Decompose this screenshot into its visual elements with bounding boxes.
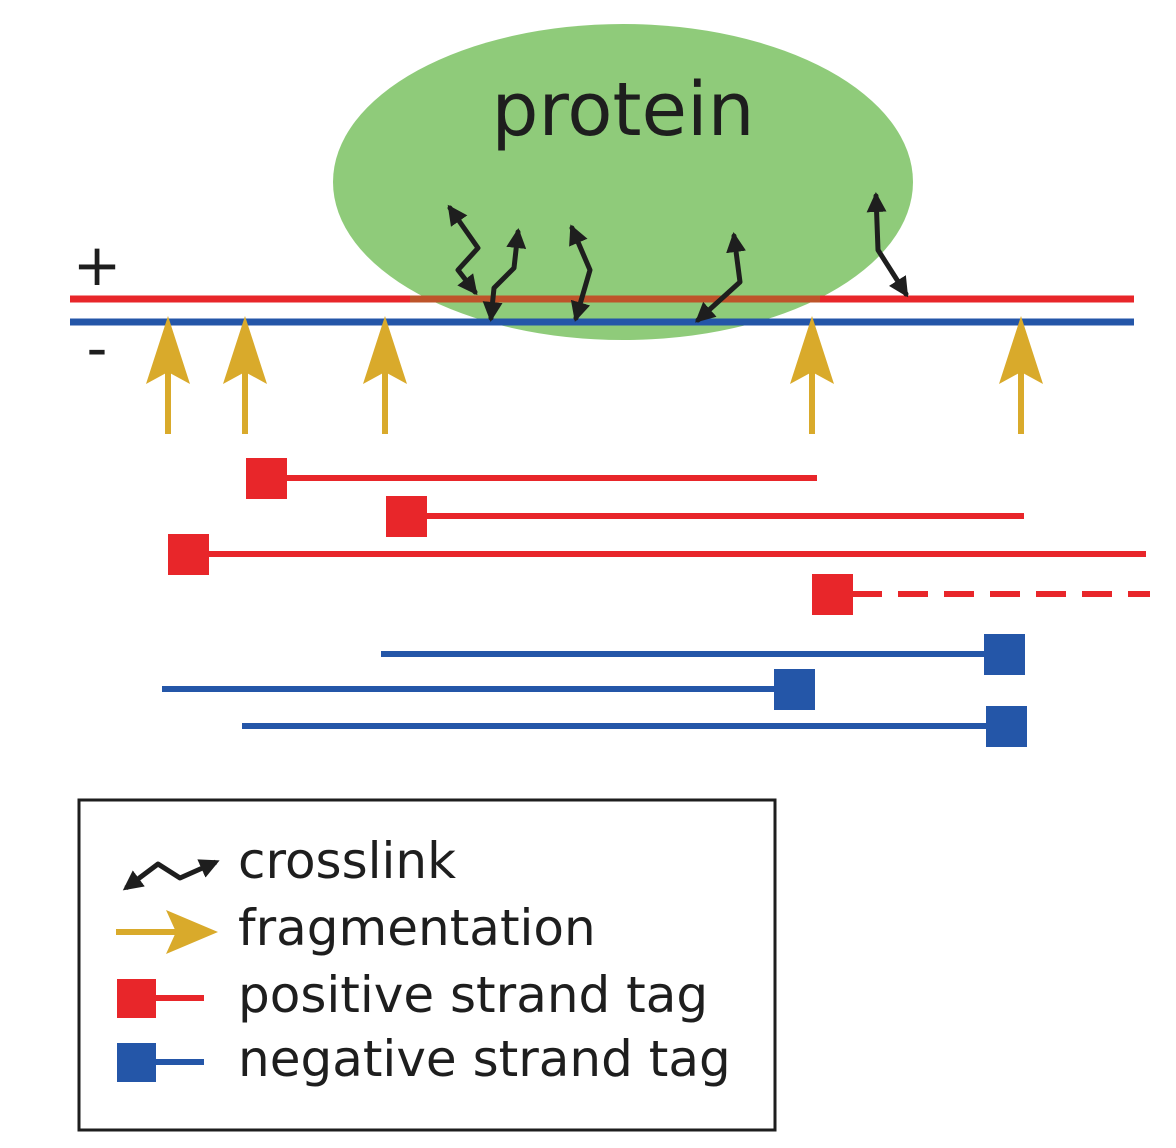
positive-tag-1 <box>246 458 817 499</box>
legend-label-fragmentation: fragmentation <box>238 899 596 957</box>
negative-strand-tags <box>162 634 1027 747</box>
legend: crosslink fragmentation positive strand … <box>77 798 777 1132</box>
positive-tag-icon <box>117 979 204 1018</box>
fragmentation-arrow-icon <box>116 910 218 954</box>
legend-label-crosslink: crosslink <box>238 832 456 890</box>
legend-label-negative-tag: negative strand tag <box>238 1030 731 1088</box>
crosslink-1 <box>447 204 481 296</box>
fragmentation-arrow-5 <box>999 316 1043 434</box>
fragmentation-arrows <box>146 316 1043 434</box>
positive-strand-tags <box>168 458 1150 615</box>
protein-label: protein <box>491 67 754 153</box>
negative-tag-icon <box>117 1043 204 1082</box>
protein-blob <box>333 24 913 340</box>
fragmentation-arrow-2 <box>223 316 267 434</box>
crosslinks <box>447 192 909 323</box>
positive-tag-3 <box>168 534 1146 575</box>
negative-tag-2 <box>162 669 815 710</box>
legend-box <box>77 798 777 1132</box>
crosslink-icon <box>122 859 220 891</box>
minus-strand-label: - <box>87 314 108 382</box>
legend-label-positive-tag: positive strand tag <box>238 966 708 1024</box>
negative-tag-1 <box>381 634 1025 675</box>
plus-strand-label: + <box>73 231 122 299</box>
crosslink-4 <box>695 232 746 323</box>
positive-tag-4 <box>812 574 1150 615</box>
fragmentation-arrow-3 <box>363 316 407 434</box>
fragmentation-arrow-4 <box>790 316 834 434</box>
crosslink-2 <box>482 228 527 322</box>
fragmentation-arrow-1 <box>146 316 190 434</box>
negative-tag-3 <box>242 706 1027 747</box>
crosslink-5 <box>866 192 909 298</box>
positive-tag-2 <box>386 496 1024 537</box>
crosslink-3 <box>569 224 593 322</box>
